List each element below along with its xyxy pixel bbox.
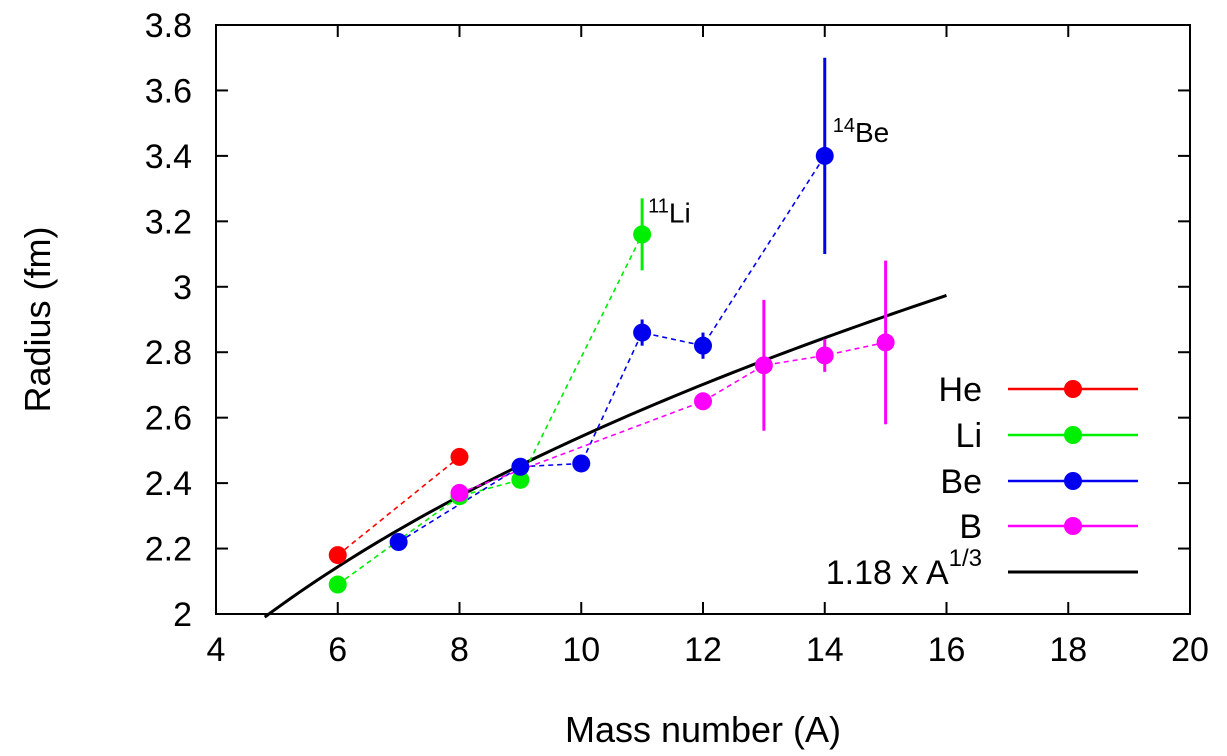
fit-curve-line	[263, 294, 947, 619]
legend-marker-he	[1064, 380, 1082, 398]
data-point-b	[450, 483, 469, 502]
annotations-layer: 11Li 14Be	[648, 115, 889, 229]
isotope-label-be: 14Be	[833, 115, 890, 148]
y-tick-label: 3.6	[145, 72, 192, 110]
legend-label-he: He	[939, 371, 982, 409]
legend-fit-main: 1.18 x A	[826, 554, 949, 592]
data-point-b	[815, 346, 834, 365]
x-tick-label: 4	[207, 631, 226, 669]
ticks-layer	[215, 24, 1191, 615]
y-tick-label: 2.8	[145, 334, 192, 372]
legend-marker-li	[1064, 426, 1082, 444]
data-point-li	[328, 575, 347, 594]
isotope-label-li: 11Li	[648, 195, 691, 228]
x-axis-label: Mass number (A)	[565, 709, 841, 750]
series-line-be	[398, 155, 826, 543]
series-line-b	[459, 341, 886, 494]
x-tick-label: 10	[562, 631, 600, 669]
y-axis-label: Radius (fm)	[17, 226, 58, 412]
x-tick-label: 8	[450, 631, 469, 669]
x-tick-label: 20	[1171, 631, 1209, 669]
y-tick-label: 3.8	[145, 7, 192, 45]
x-tick-label: 14	[806, 631, 844, 669]
data-point-he	[328, 546, 347, 565]
data-point-b	[694, 392, 712, 411]
y-tick-label: 2.6	[145, 400, 192, 438]
data-point-li	[511, 470, 530, 489]
legend-marker-be	[1064, 472, 1082, 490]
x-tick-label: 18	[1049, 631, 1087, 669]
data-point-he	[450, 447, 469, 466]
data-point-b	[754, 356, 773, 375]
isotope-symbol: Li	[669, 197, 691, 228]
data-point-be	[389, 533, 408, 552]
data-point-be	[572, 454, 591, 473]
legend-label-b: B	[959, 508, 982, 546]
tick-labels-layer: 4 6 8 10 12 14 16 18 20 2 2.2 2.4 2.6 2.8 3 3.2 3.4 3.6 3.…	[145, 7, 1209, 669]
data-point-b	[876, 333, 895, 352]
fit-curve-layer	[263, 294, 947, 619]
data-point-be	[694, 336, 712, 355]
y-tick-label: 2.4	[145, 465, 192, 503]
data-point-be	[815, 146, 834, 165]
x-tick-label: 16	[928, 631, 966, 669]
isotope-mass-number: 14	[833, 115, 855, 137]
y-tick-label: 2	[173, 596, 192, 634]
isotope-symbol: Be	[855, 117, 889, 148]
x-tick-label: 12	[684, 631, 722, 669]
legend-label-be: Be	[940, 463, 982, 501]
data-point-li	[633, 225, 652, 244]
data-point-be	[633, 323, 652, 342]
isotope-mass-number: 11	[648, 195, 669, 217]
legend-label-li: Li	[956, 417, 982, 455]
y-tick-label: 3.2	[145, 203, 192, 241]
data-point-be	[511, 457, 530, 476]
data-points-layer	[328, 146, 895, 594]
legend-label-fit: 1.18 x A1/3	[826, 545, 982, 592]
legend-fit-exponent: 1/3	[949, 545, 982, 572]
legend-marker-b	[1064, 517, 1082, 535]
y-tick-label: 2.2	[145, 531, 192, 569]
x-tick-label: 6	[328, 631, 347, 669]
y-tick-label: 3	[173, 269, 192, 307]
series-line-he	[337, 456, 461, 556]
y-tick-label: 3.4	[145, 138, 192, 176]
